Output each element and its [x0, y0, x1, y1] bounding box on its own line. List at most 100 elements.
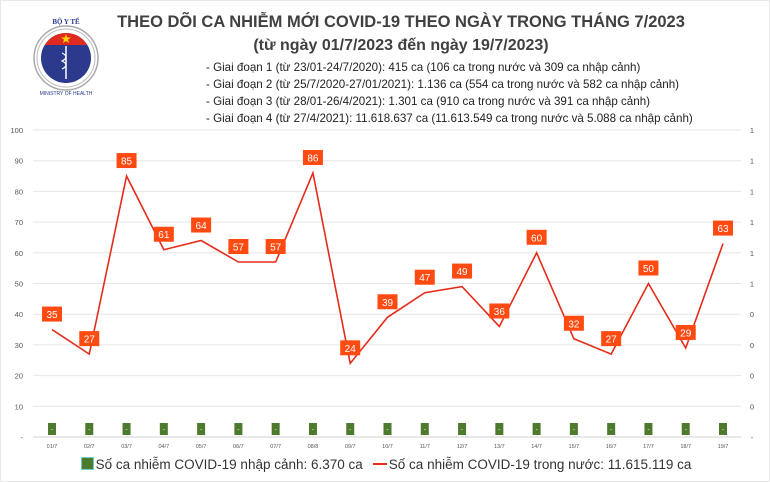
y-right-tick-label: 1	[750, 157, 754, 166]
bar-imported	[532, 423, 541, 435]
x-tick-label: 15/7	[569, 444, 580, 450]
y-left-tick-label: 70	[15, 218, 23, 227]
x-tick-label: 09/7	[345, 444, 356, 450]
line-data-label: 63	[717, 224, 729, 235]
line-data-label: 49	[456, 267, 468, 278]
bar-imported	[420, 423, 429, 435]
line-data-label-box	[638, 260, 659, 276]
x-tick-label: 12/7	[457, 444, 468, 450]
legend-item-imported: Số ca nhiễm COVID-19 nhập cảnh: 6.370 ca	[80, 457, 363, 472]
x-tick-label: 02/7	[84, 444, 95, 450]
bar-data-label: -	[275, 427, 277, 433]
line-data-label: 57	[270, 243, 282, 254]
bar-data-label: -	[610, 427, 612, 433]
legend-line-swatch	[372, 463, 387, 465]
line-data-label: 64	[196, 221, 208, 232]
bar-imported	[48, 423, 56, 435]
line-data-label-box	[563, 315, 584, 331]
bar-imported	[271, 423, 280, 435]
phase-notes: - Giai đoạn 1 (từ 23/01-24/7/2020): 415 …	[206, 59, 693, 127]
x-tick-label: 11/7	[420, 444, 430, 450]
line-data-label: 61	[158, 230, 170, 241]
bar-imported	[346, 423, 355, 435]
line-data-label-box	[377, 294, 398, 310]
line-data-label-box	[713, 220, 733, 236]
line-data-label: 36	[494, 307, 506, 318]
bar-imported	[159, 423, 168, 435]
bar-imported	[85, 423, 94, 435]
y-left-tick-label: 60	[15, 249, 23, 258]
line-data-label-box	[265, 239, 286, 255]
legend: Số ca nhiễm COVID-19 nhập cảnh: 6.370 ca…	[1, 457, 769, 472]
line-data-label-box	[228, 239, 249, 255]
y-right-tick-label: 0	[750, 310, 754, 319]
x-tick-label: 14/7	[531, 444, 542, 450]
x-tick-label: 13/7	[494, 444, 505, 450]
x-tick-label: 19/7	[718, 444, 729, 450]
line-data-label: 39	[382, 298, 394, 309]
line-data-label: 24	[345, 344, 357, 355]
bar-data-label: -	[573, 427, 575, 433]
legend-item-domestic: Số ca nhiễm COVID-19 trong nước: 11.615.…	[372, 457, 692, 472]
bar-data-label: -	[722, 427, 724, 433]
y-left-tick-label: 50	[15, 280, 23, 289]
bar-imported	[234, 423, 243, 435]
bar-data-label: -	[51, 427, 53, 433]
phase-note: - Giai đoạn 4 (từ 27/4/2021): 11.618.637…	[206, 112, 693, 125]
line-data-label-box	[452, 263, 473, 279]
bar-data-label: -	[685, 427, 687, 433]
bar-imported	[495, 423, 504, 435]
line-data-label: 35	[46, 310, 58, 321]
line-data-label-box	[526, 229, 547, 245]
line-data-label: 86	[307, 153, 319, 164]
y-left-tick-label: 40	[15, 310, 23, 319]
y-right-tick-label: 1	[750, 218, 754, 227]
line-domestic	[51, 170, 724, 366]
y-right-tick-label: -	[751, 433, 754, 442]
phase-note: - Giai đoạn 2 (từ 25/7/2020-27/01/2021):…	[206, 78, 680, 91]
legend-label: Số ca nhiễm COVID-19 nhập cảnh: 6.370 ca	[95, 457, 363, 472]
bar-data-label: -	[126, 427, 128, 433]
chart-title: THEO DÕI CA NHIỄM MỚI COVID-19 THEO NGÀY…	[117, 13, 685, 31]
line-data-label: 27	[606, 335, 618, 346]
x-tick-label: 10/7	[382, 444, 393, 450]
y-left-tick-label: 20	[15, 372, 23, 381]
bar-data-label: -	[387, 427, 389, 433]
line-data-label: 27	[84, 335, 96, 346]
bar-data-label: -	[349, 427, 351, 433]
line-data-label: 29	[680, 328, 692, 339]
x-tick-label: 04/7	[158, 444, 169, 450]
x-tick-label: 05/7	[196, 444, 207, 450]
y-left-tick-label: 30	[15, 341, 23, 350]
y-right-tick-label: 0	[750, 341, 754, 350]
y-left-tick-label: 90	[15, 157, 23, 166]
legend-bar-swatch	[80, 457, 94, 470]
x-tick-label: 03/7	[121, 444, 132, 450]
line-data-label: 47	[419, 273, 431, 284]
bar-data-label: -	[312, 427, 314, 433]
bar-data-label: -	[647, 427, 649, 433]
bar-data-label: -	[498, 427, 500, 433]
y-right-tick-label: 1	[750, 249, 754, 258]
legend-label: Số ca nhiễm COVID-19 trong nước: 11.615.…	[388, 457, 692, 472]
line-data-label-box	[489, 303, 510, 319]
bar-data-label: -	[424, 427, 426, 433]
bar-imported	[308, 423, 317, 435]
ministry-logo: BỘ Y TẾ MINISTRY OF HEALTH	[33, 18, 99, 97]
x-tick-label: 18/7	[680, 444, 691, 450]
y-right-tick-label: 1	[750, 187, 754, 196]
x-tick-label: 16/7	[606, 444, 617, 450]
bar-data-label: -	[163, 427, 165, 433]
y-left-tick-label: 80	[15, 187, 23, 196]
bar-imported	[383, 423, 392, 435]
bar-imported	[681, 423, 690, 435]
chart-subtitle: (từ ngày 01/7/2023 đến ngày 19/7/2023)	[253, 37, 549, 54]
line-data-label: 60	[531, 233, 543, 244]
bar-data-label: -	[200, 427, 202, 433]
line-data-label-box	[675, 324, 696, 340]
svg-text:MINISTRY OF HEALTH: MINISTRY OF HEALTH	[40, 91, 93, 97]
y-left-tick-label: -	[21, 433, 24, 442]
line-data-label-box	[116, 153, 137, 169]
